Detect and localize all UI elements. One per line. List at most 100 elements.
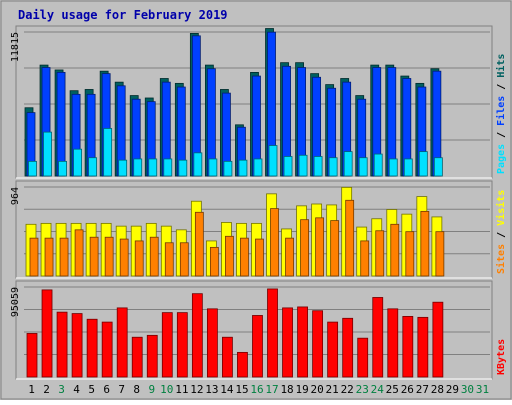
bar-pages-day-15	[238, 159, 248, 177]
bar-kbytes-day-11	[176, 312, 188, 378]
bar-pages-day-20	[313, 156, 323, 177]
bar-sites-day-22	[345, 199, 355, 277]
bar-pages-day-16	[253, 158, 263, 177]
legend-pages: Pages	[496, 144, 507, 174]
bar-kbytes-day-24	[372, 297, 384, 378]
bar-kbytes-day-28	[432, 301, 444, 378]
bar-sites-day-19	[300, 219, 309, 277]
bar-sites-day-9	[149, 236, 159, 277]
bar-sites-day-11	[179, 242, 189, 277]
bar-kbytes-day-22	[342, 317, 354, 378]
legend-kbytes: KBytes	[496, 339, 507, 375]
bar-sites-day-28	[435, 231, 445, 277]
bar-kbytes-day-4	[71, 313, 83, 378]
x-tick-label: 14	[220, 383, 234, 396]
bar-sites-day-7	[119, 238, 129, 277]
bar-sites-day-21	[330, 220, 340, 277]
bar-pages-day-5	[88, 157, 98, 177]
x-tick-label: 8	[133, 383, 140, 396]
series-legend-middle: Sites / Visits	[495, 190, 507, 274]
y-max-label: 11815	[10, 32, 21, 62]
x-tick-label: 22	[341, 383, 354, 396]
bar-kbytes-day-3	[56, 311, 68, 378]
x-tick-label: 26	[401, 383, 414, 396]
bar-kbytes-day-25	[387, 308, 399, 378]
y-max-label: 95059	[10, 287, 21, 317]
bar-sites-day-25	[390, 223, 400, 277]
legend-separator: /	[496, 78, 507, 96]
chart-title: Daily usage for February 2019	[18, 8, 228, 22]
legend-sites: Sites	[495, 244, 507, 274]
bar-pages-day-21	[328, 157, 338, 177]
bar-pages-day-4	[73, 148, 82, 177]
x-tick-label: 20	[311, 383, 324, 396]
x-tick-label: 17	[265, 383, 278, 396]
bar-sites-day-2	[44, 237, 54, 277]
x-tick-label: 24	[371, 383, 385, 396]
x-tick-label: 15	[235, 383, 248, 396]
bar-sites-day-8	[134, 240, 144, 277]
panel-top: 11815 Pages / Files / Hits	[10, 25, 507, 179]
x-tick-label: 28	[431, 383, 444, 396]
x-tick-label: 10	[160, 383, 173, 396]
bar-sites-day-6	[104, 236, 114, 277]
x-tick-label: 6	[103, 383, 110, 396]
x-tick-label: 25	[386, 383, 399, 396]
bar-kbytes-day-16	[252, 315, 263, 378]
bar-pages-day-2	[43, 131, 52, 177]
bar-pages-day-26	[403, 158, 413, 177]
bar-pages-day-19	[298, 154, 308, 177]
x-tick-label: 4	[73, 383, 80, 396]
panel-middle: 964 Sites / Visits	[10, 180, 507, 279]
bar-kbytes-day-10	[161, 312, 173, 378]
bar-sites-day-15	[240, 237, 249, 277]
bar-kbytes-day-23	[357, 337, 369, 378]
panel-bottom: 95059 KBytes	[10, 280, 507, 380]
bar-sites-day-14	[225, 235, 234, 277]
x-tick-label: 16	[250, 383, 263, 396]
bar-kbytes-day-5	[86, 318, 98, 378]
bar-pages-day-28	[433, 157, 443, 177]
x-tick-label: 27	[416, 383, 429, 396]
bar-kbytes-day-21	[327, 321, 339, 378]
series-legend-bottom: KBytes	[496, 339, 507, 375]
x-tick-label: 23	[356, 383, 369, 396]
bar-pages-day-11	[178, 159, 188, 177]
bar-pages-day-23	[358, 157, 368, 177]
bar-sites-day-5	[89, 236, 99, 277]
bar-sites-day-3	[59, 237, 69, 277]
x-tick-label: 11	[175, 383, 188, 396]
x-tick-label: 18	[280, 383, 293, 396]
bar-pages-day-14	[223, 160, 233, 177]
bar-pages-day-9	[148, 158, 158, 177]
bar-pages-day-17	[268, 145, 278, 177]
bar-pages-day-6	[103, 128, 113, 177]
x-tick-label: 21	[326, 383, 339, 396]
bar-kbytes-day-14	[222, 336, 233, 378]
bar-kbytes-day-13	[206, 308, 218, 378]
bar-sites-day-12	[194, 211, 204, 277]
x-tick-label: 9	[148, 383, 155, 396]
bar-pages-day-25	[388, 158, 398, 177]
bar-kbytes-day-19	[297, 306, 308, 378]
bar-sites-day-24	[375, 230, 385, 277]
x-tick-label: 5	[88, 383, 95, 396]
y-max-label: 964	[10, 187, 21, 205]
bar-sites-day-18	[285, 237, 294, 277]
bar-kbytes-day-27	[417, 316, 429, 378]
bar-kbytes-day-7	[116, 307, 128, 378]
bar-pages-day-8	[133, 158, 143, 177]
x-tick-label: 19	[295, 383, 308, 396]
bar-pages-day-7	[118, 159, 128, 177]
x-tick-label: 1	[28, 383, 35, 396]
bar-kbytes-day-15	[237, 351, 248, 378]
bar-pages-day-24	[373, 153, 383, 177]
bar-kbytes-day-9	[146, 334, 158, 378]
bar-kbytes-day-26	[402, 316, 414, 378]
bar-kbytes-day-17	[267, 288, 278, 378]
x-tick-label: 13	[205, 383, 218, 396]
bar-pages-day-22	[343, 151, 353, 177]
bar-kbytes-day-2	[41, 289, 53, 378]
legend-hits: Hits	[495, 54, 507, 78]
